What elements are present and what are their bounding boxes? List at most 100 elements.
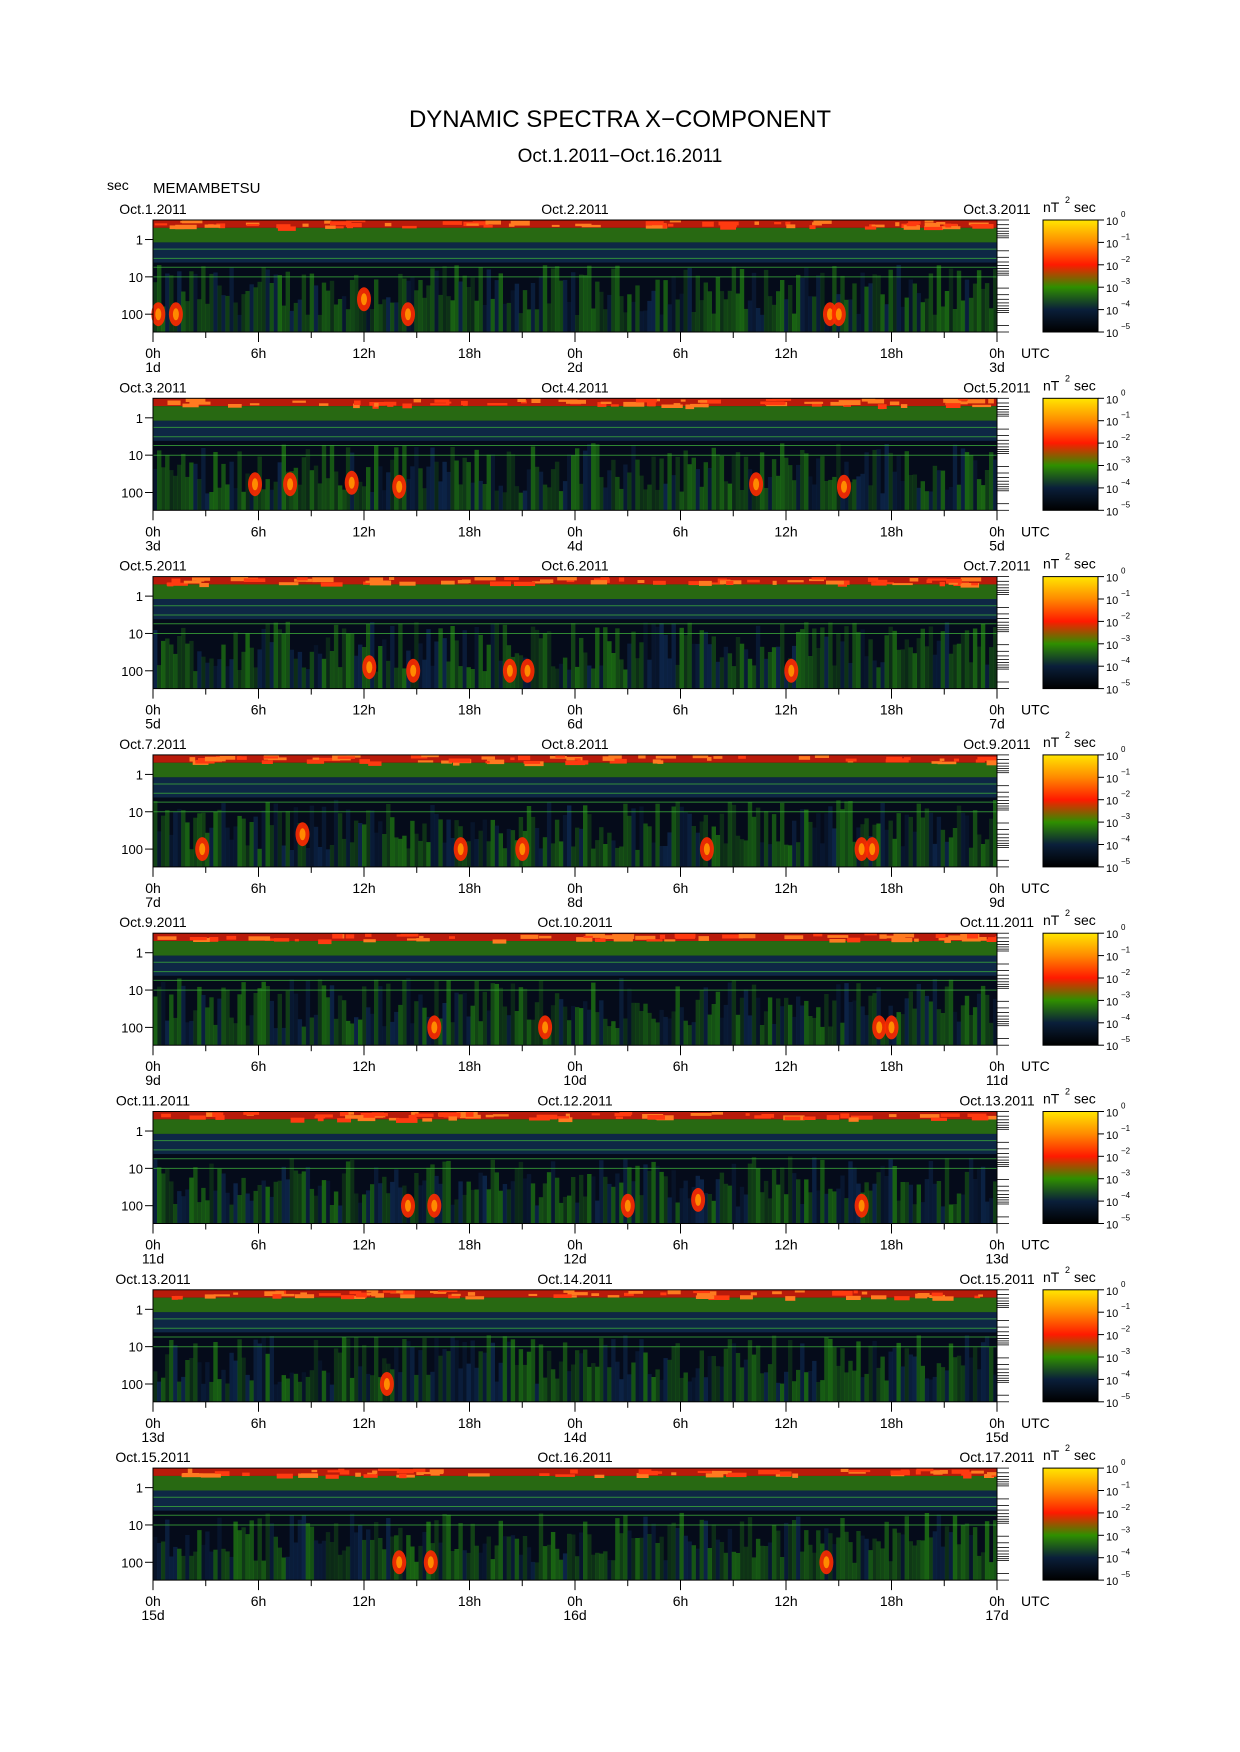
spectrum-column [358,823,363,867]
power-hotspot-core [383,1378,390,1390]
day-label: 7d [145,894,161,910]
mid-period-band [153,1490,997,1511]
timezone-label: UTC [1021,1593,1050,1609]
spectrum-column [715,991,721,1046]
colorbar-tick-exp: −2 [1121,1146,1131,1155]
spectrum-column [763,1011,769,1046]
spectrum-column [719,813,725,867]
spectrum-column [309,1017,315,1046]
spectrum-column [285,621,290,689]
short-period-burst [931,1117,947,1121]
colorbar-tick-exp: −2 [1121,433,1131,442]
spectrum-column [486,1335,491,1402]
spectrum-column [241,1527,246,1581]
short-period-burst [400,1294,415,1299]
spectrum-column [422,823,427,867]
spectrum-column [273,274,278,332]
spectrum-column [936,470,942,511]
spectrum-column [739,1186,745,1224]
spectrum-column [490,454,495,511]
spectrum-column [341,489,347,511]
spectrum-column [305,449,311,511]
short-period-burst [680,399,686,402]
short-period-burst [935,934,946,938]
short-period-burst [517,399,526,402]
spectrum-column [571,455,576,511]
spectrum-column [607,1367,612,1402]
spectrum-column [185,301,190,332]
spectrum-column [804,1372,809,1402]
spectrum-column [249,1015,254,1046]
spectrum-column [872,1538,877,1581]
spectrum-column [583,1521,588,1581]
day-label: 8d [567,894,583,910]
spectrum-column [948,1343,954,1402]
spectrum-column [615,1518,620,1581]
spectrum-column [422,659,427,689]
spectrum-column [776,1184,781,1224]
x-tick-label: 6h [251,1058,267,1074]
spectrum-column [659,458,664,511]
spectrum-column [876,449,881,511]
short-period-burst [449,936,455,939]
spectrum-column [349,1159,355,1224]
short-period-burst [437,1289,458,1292]
short-period-burst [399,581,416,586]
spectrum-column [301,667,307,689]
spectrum-column [884,304,889,332]
short-period-burst [565,761,586,766]
y-tick-label: 10 [129,983,143,998]
spectrum-column [273,481,278,511]
short-period-burst [904,757,911,761]
short-period-burst [864,933,877,936]
spectrum-column [607,470,612,511]
power-hotspot-core [695,1193,702,1206]
spectrum-column [562,279,568,332]
spectrum-column [197,1202,202,1224]
colorbar-tick-base: 10 [1106,1220,1118,1232]
spectrum-column [466,1552,471,1581]
spectrum-column [567,454,572,511]
spectrum-column [800,1204,805,1224]
spectrum-column [333,799,339,867]
spectrum-column [567,1195,572,1224]
spectrum-column [205,493,210,511]
colorbar-tick-base: 10 [1106,929,1118,941]
spectrum-column [229,1204,234,1224]
spectrum-column [848,1161,853,1224]
spectrum-column [948,1532,954,1581]
spectrum-column [808,821,813,867]
spectrum-column [972,628,978,689]
spectrum-column [213,1549,218,1581]
spectrum-column [920,817,925,867]
spectrum-column [241,1177,246,1224]
spectrum-column [703,1193,708,1224]
short-period-burst [987,1472,997,1476]
spectrum-column [321,806,327,867]
spectrum-column [587,1534,592,1581]
spectrum-column [249,647,254,689]
short-period-burst [944,938,951,943]
spectrum-column [245,1025,250,1046]
spectrum-column [410,466,415,511]
spectrum-column [904,639,909,689]
spectrum-column [707,1548,712,1581]
spectrum-column [157,1543,162,1581]
spectrum-column [699,630,704,689]
spectrum-column [538,1344,544,1402]
spectrum-column [976,1369,982,1402]
spectrum-column [257,988,262,1046]
spectrum-column [976,1169,982,1224]
spectrum-column [217,285,222,332]
spectrum-column [490,1342,495,1402]
spectrum-column [643,1164,648,1224]
spectrum-column [860,473,865,511]
day-label: 16d [563,1607,586,1623]
day-label: 5d [989,537,1005,553]
short-period-burst [375,1293,384,1298]
spectrum-column [438,1355,443,1402]
spectrum-column [976,270,982,332]
short-period-burst [960,583,980,588]
spectrum-column [711,1524,716,1581]
power-hotspot-core [348,476,355,489]
